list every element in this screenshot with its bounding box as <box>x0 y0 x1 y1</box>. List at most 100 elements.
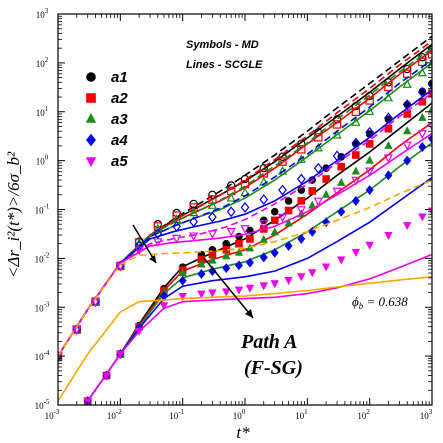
series-a5-point-filled <box>197 290 206 299</box>
legend-marker-a2 <box>86 93 96 103</box>
series-a4-line-upper <box>58 89 432 357</box>
series-a5-point-filled <box>116 351 125 360</box>
series-a3-point-filled <box>270 227 279 236</box>
series-a4-point-open <box>365 126 375 138</box>
series-a5-point-open <box>259 220 269 229</box>
x-tick-label: 10-3 <box>45 408 60 421</box>
series-a2-point-filled <box>308 187 317 195</box>
annotation-path-a: Path A <box>240 331 298 353</box>
series-a5-point-open <box>365 167 375 177</box>
series-a2-point-filled <box>297 197 306 205</box>
x-tick-label: 10-1 <box>169 408 184 421</box>
series-a2-point-open <box>418 57 427 67</box>
series-phi-dashed-line <box>58 179 432 357</box>
series-a5-point-filled <box>308 269 317 278</box>
series-a5-point-open <box>402 141 412 151</box>
series-a5-point-filled <box>365 241 374 250</box>
annotation-lines: Lines - SCGLE <box>186 59 263 71</box>
series-a3-point-filled <box>351 166 361 175</box>
path-arrow-upper-head <box>149 255 156 263</box>
series-a1-point-filled <box>284 197 293 205</box>
series-a2-point-open <box>351 107 361 116</box>
series-a4-point-filled <box>284 240 293 251</box>
series-a4-point-open <box>259 194 269 205</box>
series-a5-point-filled <box>245 284 255 293</box>
series-a3-point-open <box>427 59 432 69</box>
series-a2-point-open <box>384 82 393 92</box>
series-a4-point-open <box>240 202 250 213</box>
series-a4-point-filled <box>222 263 231 274</box>
series-a3-point-open <box>58 350 63 360</box>
series-a4-point-open <box>427 79 432 91</box>
series-a5-point-open <box>134 246 144 256</box>
series-a2-point-open <box>189 203 198 212</box>
series-a4-point-open <box>296 173 306 185</box>
series-a4-point-open <box>153 228 163 240</box>
tick-layer: 10-3 10-2 10-1 100 101 102 103 10-5 10-4 10-3 10-2… <box>35 7 433 421</box>
legend-label-a1: a1 <box>111 69 128 86</box>
y-tick-label: 100 <box>36 154 49 167</box>
series-a3-point-open <box>417 67 427 77</box>
series-a5-point-open <box>332 187 342 197</box>
series-a5-point-open <box>58 352 63 362</box>
y-tick-label: 10-3 <box>35 300 50 313</box>
series-a5-point-filled <box>270 280 279 289</box>
series-a4-point-filled <box>384 170 393 181</box>
series-a1-point-open <box>240 174 250 184</box>
series-a4-point-open <box>417 86 427 98</box>
series-a3-point-open <box>153 223 163 233</box>
legend-marker-a4 <box>86 133 96 147</box>
legend-label-a5: a5 <box>111 153 128 170</box>
series-a1-point-filled <box>270 207 279 216</box>
series-a4-point-filled <box>337 206 346 217</box>
series-a4-point-open <box>332 150 342 162</box>
series-a4-point-filled <box>403 155 412 166</box>
series-a4-point-filled <box>270 247 279 258</box>
series-a5-point-filled <box>403 222 412 231</box>
series-a4-point-filled <box>351 195 360 206</box>
series-a3-point-filled <box>427 104 432 113</box>
series-a3-point-open <box>332 129 342 139</box>
series-a2-point-open <box>365 96 374 105</box>
series-a5-point-filled <box>418 213 427 222</box>
series-a2-point-filled <box>352 151 360 159</box>
series-a4-dashed-line <box>58 59 432 357</box>
series-a1-dashed-line <box>58 35 432 357</box>
plot-area <box>58 35 432 405</box>
series-a5-point-open <box>313 197 323 207</box>
series-a3-point-open <box>189 207 199 217</box>
series-a3-point-open <box>226 192 236 202</box>
series-a2-point-filled <box>284 206 293 215</box>
legend: a1 a2 a3 a4 a5 <box>85 69 128 170</box>
series-a5-point-filled <box>259 282 268 291</box>
series-a3-dashed-line <box>58 47 432 357</box>
series-a4-point-open <box>278 184 287 196</box>
y-axis-label: <Δr_i²(t*)>/6σ_b² <box>4 151 23 278</box>
series-a2-point-open <box>172 211 181 220</box>
y-tick-label: 10-5 <box>35 398 50 411</box>
series-a3-point-open <box>259 176 269 186</box>
series-a5-point-filled <box>208 289 217 298</box>
y-tick-label: 102 <box>36 56 49 69</box>
legend-label-a3: a3 <box>111 111 128 128</box>
x-tick-label: 102 <box>357 408 370 421</box>
series-a4-point-open <box>208 211 217 223</box>
series-a5-point-filled <box>384 232 393 241</box>
series-a3-point-open <box>207 200 218 209</box>
legend-marker-a1 <box>86 72 96 82</box>
series-a3-point-filled <box>208 255 217 264</box>
series-a3-point-filled <box>222 251 231 260</box>
series-a4-point-open <box>189 216 199 228</box>
series-layer <box>58 35 432 405</box>
series-a3-point-open <box>351 117 361 126</box>
y-tick-label: 101 <box>36 105 49 118</box>
series-a3-point-filled <box>418 112 427 121</box>
legend-marker-a3 <box>85 112 97 123</box>
x-tick-label: 10-2 <box>107 408 122 421</box>
series-a5-dashed-line <box>58 92 432 357</box>
series-a3-point-filled <box>403 126 412 135</box>
series-a1-point-open <box>208 190 217 199</box>
series-a2-point-filled <box>337 162 346 171</box>
series-a3-point-open <box>383 92 394 102</box>
